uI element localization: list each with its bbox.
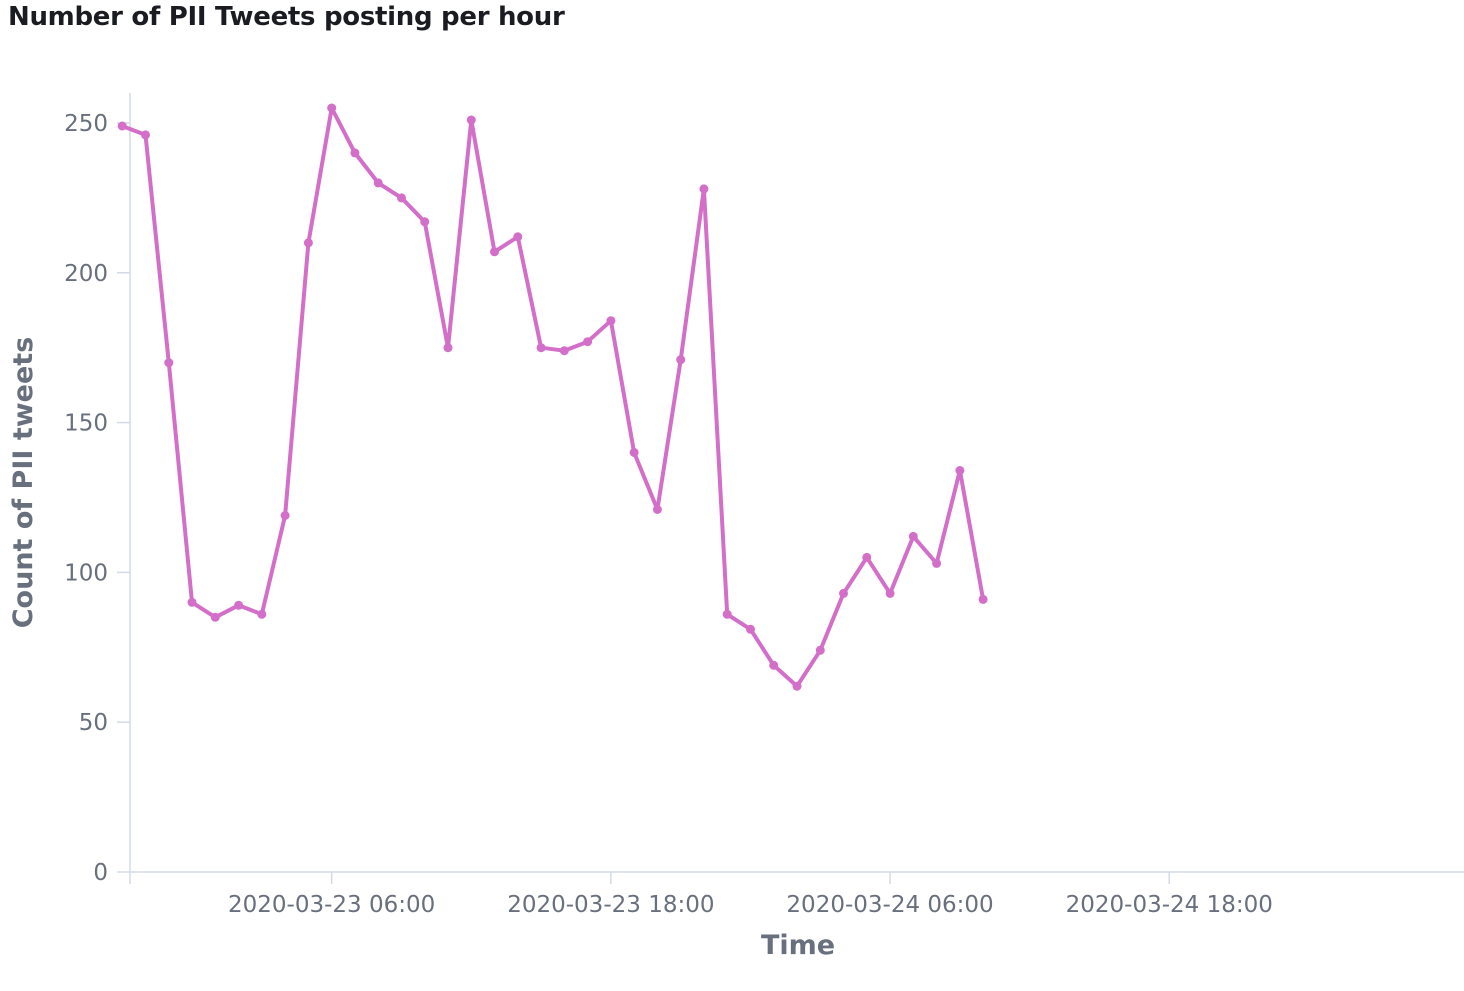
data-point[interactable] — [350, 148, 360, 158]
y-tick-label: 50 — [79, 710, 108, 736]
data-point[interactable] — [490, 247, 499, 257]
data-point[interactable] — [373, 178, 383, 188]
data-point[interactable] — [932, 558, 942, 568]
chart-title: Number of PII Tweets posting per hour — [8, 2, 565, 32]
y-axis-title: Count of PII tweets — [8, 337, 39, 629]
y-tick-label: 0 — [93, 860, 108, 886]
data-point[interactable] — [141, 130, 150, 140]
y-tick-label: 250 — [64, 111, 108, 137]
data-point[interactable] — [955, 466, 965, 475]
x-tick-label: 2020-03-24 06:00 — [786, 892, 993, 918]
x-tick-label: 2020-03-24 18:00 — [1066, 892, 1273, 918]
data-point[interactable] — [722, 609, 732, 619]
x-tick-label: 2020-03-23 06:00 — [228, 892, 435, 918]
data-point[interactable] — [280, 511, 290, 520]
series-points — [117, 103, 988, 691]
data-point[interactable] — [699, 184, 709, 194]
data-point[interactable] — [303, 238, 313, 248]
data-point[interactable] — [792, 681, 802, 691]
x-axis-ticks: 2020-03-23 06:00 2020-03-23 18:00 2020-03-… — [129, 872, 1273, 918]
data-point[interactable] — [164, 358, 174, 368]
x-axis-title: Time — [761, 930, 835, 961]
axes — [129, 93, 1464, 873]
data-point[interactable] — [652, 505, 662, 514]
series-line — [120, 106, 986, 689]
data-point[interactable] — [536, 343, 546, 353]
data-point[interactable] — [978, 594, 988, 604]
data-point[interactable] — [117, 121, 127, 131]
data-point[interactable] — [443, 343, 453, 353]
data-point[interactable] — [908, 531, 918, 541]
data-point[interactable] — [397, 193, 406, 203]
y-tick-label: 100 — [64, 560, 108, 586]
data-point[interactable] — [327, 103, 337, 113]
series-lines — [120, 106, 986, 689]
data-point[interactable] — [862, 552, 872, 562]
data-point[interactable] — [257, 609, 267, 619]
x-tick-label: 2020-03-23 18:00 — [507, 892, 714, 918]
y-axis-ticks: 0 50 100 150 200 250 — [64, 111, 130, 886]
data-point[interactable] — [629, 448, 639, 457]
data-point[interactable] — [746, 624, 755, 634]
y-tick-label: 150 — [64, 411, 108, 437]
data-point[interactable] — [885, 588, 895, 598]
data-point[interactable] — [839, 588, 848, 598]
data-point[interactable] — [420, 217, 430, 227]
data-point[interactable] — [466, 115, 476, 125]
data-point[interactable] — [210, 612, 220, 622]
data-point[interactable] — [583, 337, 593, 347]
data-point[interactable] — [234, 600, 244, 610]
data-point[interactable] — [559, 346, 569, 356]
data-point[interactable] — [676, 355, 686, 365]
data-point[interactable] — [815, 645, 825, 655]
y-tick-label: 200 — [64, 261, 108, 287]
data-point[interactable] — [606, 316, 616, 326]
data-point[interactable] — [187, 597, 197, 607]
data-point[interactable] — [513, 232, 523, 242]
data-point[interactable] — [769, 660, 779, 670]
